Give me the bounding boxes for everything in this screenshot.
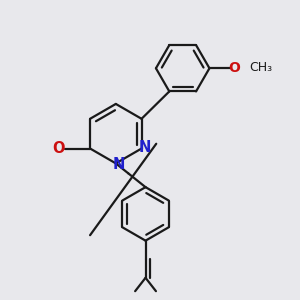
Text: N: N xyxy=(139,140,151,154)
Text: N: N xyxy=(112,158,125,172)
Text: CH₃: CH₃ xyxy=(250,61,273,74)
Text: O: O xyxy=(52,141,65,156)
Text: O: O xyxy=(228,61,240,75)
